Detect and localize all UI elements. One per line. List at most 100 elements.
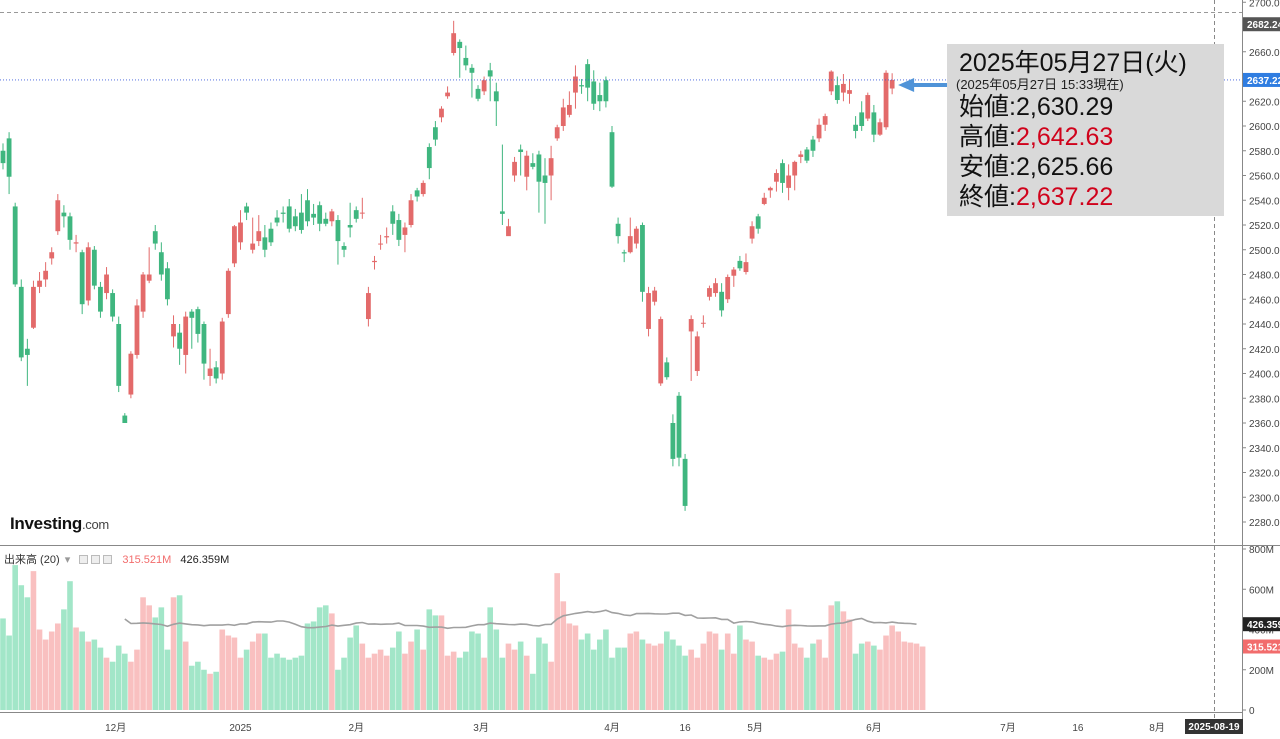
candle-body [37, 280, 42, 287]
candle-body [841, 83, 846, 93]
legend-dropdown-icon[interactable]: ▾ [64, 554, 71, 566]
candle-body [98, 286, 103, 312]
price-tick-label: 2540.00 [1249, 196, 1280, 207]
volume-legend-ma-value: 426.359M [180, 554, 230, 566]
candle-body [615, 223, 621, 237]
candle-body [18, 286, 24, 358]
candle [426, 143, 432, 180]
candle-body [158, 252, 164, 275]
candle [469, 64, 475, 98]
volume-bar [499, 657, 506, 710]
volume-ma-badge [1243, 617, 1280, 632]
candle [6, 132, 12, 195]
volume-bar [280, 657, 286, 710]
volume-bar [30, 571, 37, 710]
volume-bar [219, 629, 226, 710]
price-tick-label: 2460.00 [1249, 295, 1280, 306]
volume-tick-label: 0 [1249, 706, 1255, 717]
volume-bar [621, 647, 627, 710]
candle-body [573, 76, 578, 93]
volume-bar [566, 623, 573, 710]
candle [743, 253, 749, 275]
volume-bar [688, 649, 694, 710]
candle-body [359, 212, 365, 214]
price-tick-label: 2700.00 [1249, 0, 1280, 9]
volume-bar [505, 643, 512, 710]
candle-body [786, 175, 792, 188]
volume-bar [36, 629, 43, 710]
candle [439, 106, 444, 123]
legend-eye-icon[interactable] [79, 555, 89, 564]
volume-bar [530, 673, 536, 710]
legend-close-icon[interactable] [103, 555, 113, 564]
candle-body [353, 210, 359, 219]
volume-ma-badge-label: 426.359M [1247, 620, 1280, 631]
candle [219, 317, 225, 380]
candle [749, 221, 755, 244]
volume-bar [901, 641, 908, 710]
price-tick-label: 2400.00 [1249, 370, 1280, 381]
price-tick-label: 2440.00 [1249, 320, 1280, 331]
volume-bar [146, 605, 152, 710]
candle [694, 331, 700, 376]
candle [810, 135, 816, 157]
volume-bar [694, 657, 701, 710]
price-tick-label: 2320.00 [1249, 469, 1280, 480]
candle [871, 104, 877, 143]
candle-body [676, 395, 682, 458]
candle-body [134, 305, 140, 355]
candle [658, 316, 664, 386]
candle [201, 321, 207, 380]
volume-bar [73, 627, 79, 710]
candle [731, 267, 737, 287]
volume-bar [432, 615, 439, 710]
volume-bar [402, 653, 408, 710]
info-date: 2025年05月27日(火) [959, 49, 1187, 77]
volume-bar [864, 641, 871, 710]
candle-body [24, 348, 30, 355]
legend-settings-icon[interactable] [91, 555, 101, 564]
volume-bar [207, 673, 213, 710]
volume-bar [767, 659, 774, 710]
candle-body [414, 190, 420, 197]
candle-body [749, 226, 755, 239]
price-tick-label: 2560.00 [1249, 172, 1280, 183]
candle-body [518, 149, 524, 152]
candle-body [61, 212, 67, 217]
candle-body [463, 57, 469, 66]
candle-body [725, 276, 731, 300]
candle-body [128, 353, 134, 395]
candle [536, 150, 542, 213]
candle-body [834, 85, 840, 101]
volume-bar [475, 633, 481, 710]
candle-body [232, 226, 237, 264]
volume-bar [359, 643, 366, 710]
candle [841, 74, 846, 102]
x-tick-label: 6月 [866, 722, 882, 734]
candle-body [451, 33, 457, 53]
candle [883, 70, 889, 130]
candle [165, 262, 170, 306]
volume-bar [438, 615, 445, 710]
candle [798, 150, 804, 164]
candle-body [6, 138, 12, 177]
candle [548, 145, 554, 201]
volume-bar [542, 643, 548, 710]
candle-body [719, 291, 725, 311]
last-price-label: 2637.22 [1247, 76, 1280, 87]
candle [110, 289, 116, 322]
volume-last-badge-label: 315.521M [1247, 643, 1280, 654]
volume-bar [560, 601, 567, 710]
volume-bar [810, 643, 816, 710]
candle-body [609, 132, 615, 187]
volume-bar [597, 639, 603, 710]
candle [195, 306, 201, 343]
volume-bar [633, 631, 640, 710]
candle [767, 186, 773, 198]
candle [244, 202, 249, 221]
candle-body [542, 175, 548, 183]
candle-body [256, 231, 262, 242]
x-tick-label: 16 [1072, 723, 1084, 734]
cursor-date-badge [1185, 719, 1243, 734]
